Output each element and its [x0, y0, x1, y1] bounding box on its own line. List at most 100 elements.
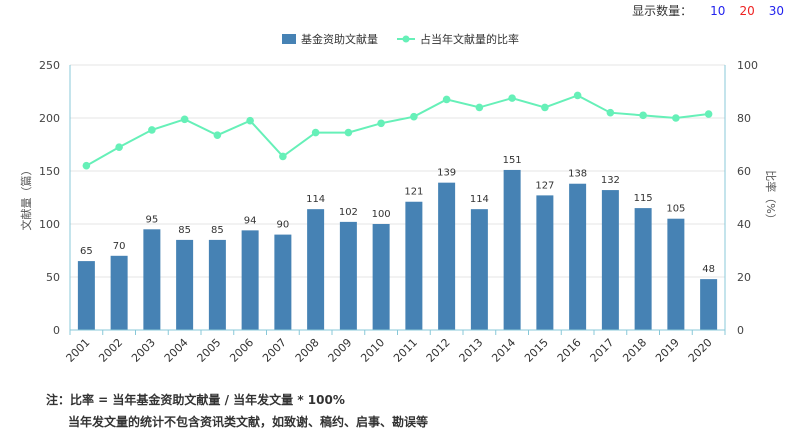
x-tick-label: 2012 [424, 336, 453, 365]
y-tick-label: 150 [39, 165, 60, 178]
display-count-option-30[interactable]: 30 [768, 3, 784, 18]
display-count-option-20[interactable]: 20 [739, 3, 755, 18]
bar-2010[interactable] [372, 224, 390, 330]
x-tick-label: 2017 [588, 336, 617, 365]
ratio-point-2001[interactable] [82, 161, 91, 170]
y2-tick-label: 40 [737, 218, 751, 231]
x-tick-label: 2001 [64, 336, 93, 365]
funding-chart: 基金资助文献量 占当年文献量的比率 65 70 95 85 85 94 90 114 102 10… [19, 32, 778, 365]
x-tick-label: 2013 [457, 336, 486, 365]
bar-2008[interactable] [307, 209, 325, 330]
ratio-point-2003[interactable] [148, 126, 156, 134]
bar-value-label: 121 [404, 187, 423, 198]
bar-value-label: 105 [666, 204, 685, 215]
y2-tick-label: 0 [737, 324, 744, 337]
bar-value-label: 95 [146, 214, 159, 225]
bar-2017[interactable] [601, 190, 619, 330]
x-tick-label: 2010 [358, 336, 387, 365]
x-tick-label: 2009 [326, 336, 355, 365]
ratio-point-2006[interactable] [246, 116, 254, 125]
bar-value-label: 48 [702, 264, 715, 275]
bar-2002[interactable] [110, 255, 128, 330]
ratio-point-2004[interactable] [180, 115, 189, 124]
legend-bar-label[interactable]: 基金资助文献量 [301, 32, 378, 46]
bar-2015[interactable] [536, 195, 554, 330]
bar-2014[interactable] [503, 169, 521, 330]
bar-value-label: 114 [306, 194, 325, 205]
ratio-point-2010[interactable] [377, 119, 385, 128]
bar-2006[interactable] [241, 230, 259, 330]
bar-2012[interactable] [438, 182, 456, 330]
display-count-label: 显示数量： [632, 4, 693, 18]
bar-2016[interactable] [569, 183, 587, 330]
ratio-point-2017[interactable] [606, 108, 615, 117]
bar-series: 65 70 95 85 85 94 90 114 102 100 121 139 114 151 127 13… [77, 155, 718, 330]
ratio-point-2015[interactable] [541, 103, 549, 112]
ratio-point-2016[interactable] [573, 91, 582, 100]
display-count-option-10[interactable]: 10 [710, 3, 726, 18]
x-tick-label: 2002 [96, 336, 125, 365]
y-tick-label: 250 [39, 59, 60, 72]
bar-2019[interactable] [667, 218, 685, 330]
bar-2007[interactable] [274, 234, 292, 330]
ratio-point-2020[interactable] [704, 110, 713, 118]
x-tick-label: 2006 [227, 336, 256, 365]
ratio-point-2008[interactable] [311, 128, 320, 137]
x-tick-label: 2003 [129, 336, 158, 365]
note-ratio-formula: 注：比率 = 当年基金资助文献量 / 当年发文量 * 100% [46, 393, 345, 407]
ratio-line [85, 94, 709, 167]
x-tick-label: 2011 [391, 336, 420, 365]
x-tick-label: 2015 [522, 336, 551, 365]
bar-value-label: 139 [437, 168, 456, 179]
bar-value-label: 114 [470, 194, 489, 205]
bar-value-label: 94 [244, 215, 257, 226]
x-tick-label: 2014 [489, 336, 518, 365]
ratio-point-2002[interactable] [115, 143, 123, 151]
bar-value-label: 132 [601, 175, 620, 186]
y2-tick-label: 80 [737, 112, 751, 125]
bar-2013[interactable] [470, 209, 488, 330]
legend-line-marker [402, 35, 410, 43]
bar-value-label: 138 [568, 169, 587, 180]
bar-value-label: 65 [80, 246, 93, 257]
bar-value-label: 85 [211, 225, 224, 236]
y-tick-label: 200 [39, 112, 60, 125]
ratio-point-2007[interactable] [279, 152, 287, 161]
bar-2001[interactable] [77, 261, 95, 330]
ratio-point-2011[interactable] [410, 112, 418, 121]
ratio-point-2013[interactable] [475, 103, 484, 112]
bar-2011[interactable] [405, 201, 423, 330]
x-tick-label: 2018 [620, 336, 649, 365]
x-tick-label: 2020 [686, 336, 715, 365]
bar-2005[interactable] [208, 239, 226, 330]
legend-line-label[interactable]: 占当年文献量的比率 [420, 32, 519, 46]
y-tick-label: 50 [46, 271, 60, 284]
note-exclusions: 当年发文量的统计不包含资讯类文献，如致谢、稿约、启事、勘误等 [68, 415, 429, 429]
y-tick-label: 0 [53, 324, 60, 337]
ratio-point-2009[interactable] [344, 128, 353, 137]
ratio-point-2019[interactable] [672, 114, 680, 122]
ratio-point-2012[interactable] [442, 95, 451, 104]
bar-2004[interactable] [176, 239, 194, 330]
bar-2003[interactable] [143, 229, 161, 330]
x-tick-label: 2008 [293, 336, 322, 365]
bar-value-label: 100 [372, 209, 391, 220]
x-tick-label: 2004 [162, 336, 191, 365]
bar-2020[interactable] [700, 279, 718, 330]
x-tick-label: 2007 [260, 336, 289, 365]
bar-2009[interactable] [339, 221, 357, 330]
bar-value-label: 127 [535, 180, 554, 191]
y2-tick-label: 20 [737, 271, 751, 284]
bar-2018[interactable] [634, 208, 652, 330]
chart-notes: 注：比率 = 当年基金资助文献量 / 当年发文量 * 100% 当年发文量的统计… [46, 389, 428, 433]
y2-tick-label: 60 [737, 165, 751, 178]
ratio-point-2005[interactable] [213, 131, 222, 140]
grid-lines [70, 64, 725, 331]
ratio-point-2014[interactable] [508, 94, 516, 102]
x-tick-label: 2019 [653, 336, 682, 365]
chart-legend: 基金资助文献量 占当年文献量的比率 [282, 32, 519, 46]
x-tick-label: 2016 [555, 336, 584, 365]
bar-value-label: 102 [339, 207, 358, 218]
ratio-point-2018[interactable] [639, 111, 647, 120]
legend-bar-swatch[interactable] [282, 34, 296, 44]
